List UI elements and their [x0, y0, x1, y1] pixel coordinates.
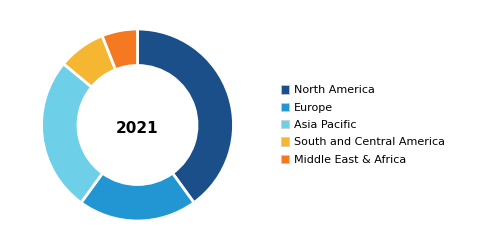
Wedge shape: [138, 29, 234, 203]
Text: 2021: 2021: [116, 121, 159, 136]
Wedge shape: [64, 36, 116, 87]
Wedge shape: [42, 64, 102, 203]
Legend: North America, Europe, Asia Pacific, South and Central America, Middle East & Af: North America, Europe, Asia Pacific, Sou…: [280, 85, 445, 165]
Wedge shape: [102, 29, 138, 70]
Wedge shape: [81, 173, 194, 221]
